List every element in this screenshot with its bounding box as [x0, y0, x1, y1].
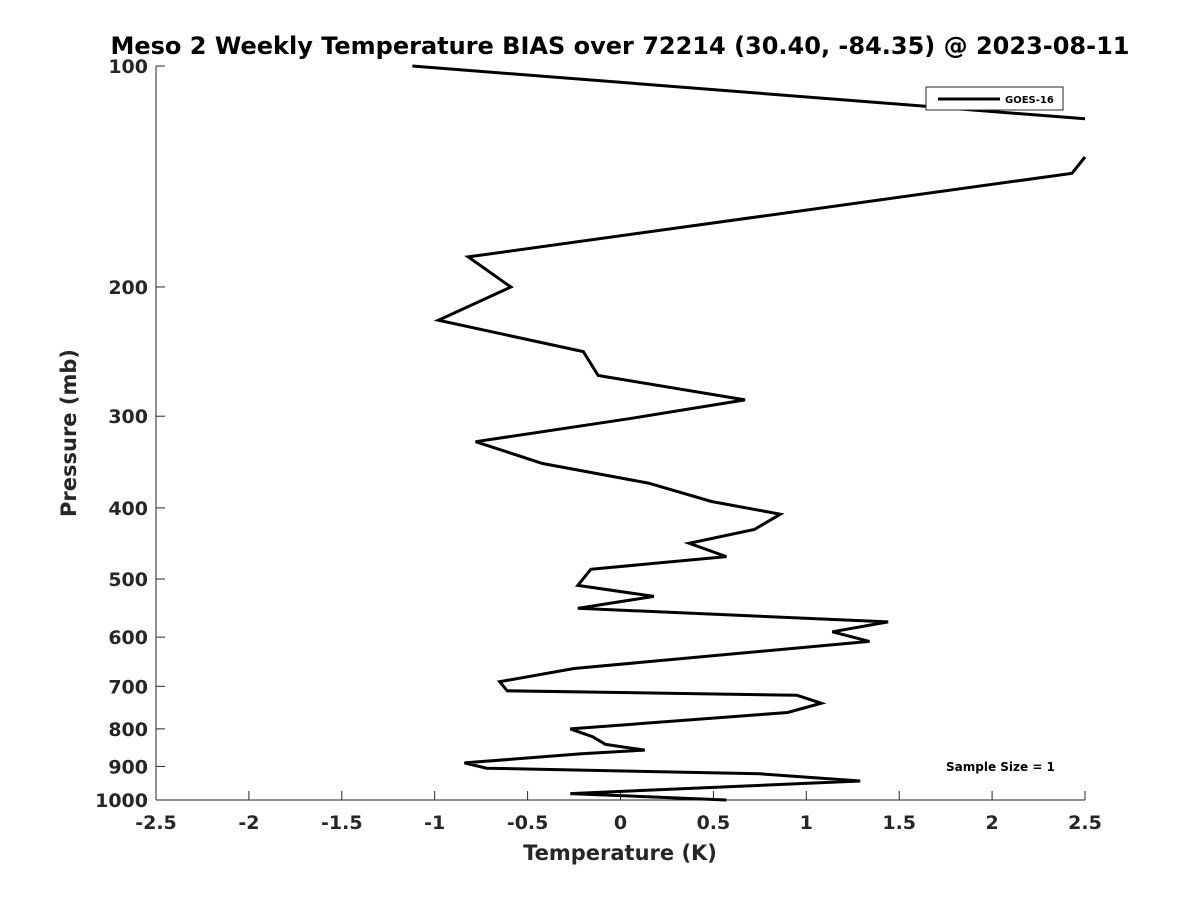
y-tick-label: 300 — [108, 406, 148, 428]
x-tick-label: -0.5 — [507, 812, 549, 834]
x-tick-label: -1.5 — [321, 812, 363, 834]
x-tick-label: 2 — [985, 812, 998, 834]
y-tick-label: 700 — [108, 676, 148, 698]
x-tick-label: 1 — [800, 812, 813, 834]
sample-size-annotation: Sample Size = 1 — [946, 760, 1055, 774]
x-tick-label: 2.5 — [1068, 812, 1102, 834]
y-tick-label: 500 — [108, 569, 148, 591]
x-tick-label: 0 — [614, 812, 627, 834]
x-ticks: -2.5 -2 -1.5 -1 -0.5 0 0.5 1 1.5 2 2.5 — [135, 791, 1102, 834]
x-tick-label: 0.5 — [697, 812, 731, 834]
y-ticks: 100 200 300 400 500 600 700 800 900 1000 — [95, 56, 165, 812]
x-tick-label: 1.5 — [882, 812, 916, 834]
y-tick-label: 600 — [108, 627, 148, 649]
legend: GOES-16 — [925, 86, 1064, 111]
plot-area — [155, 66, 1085, 801]
y-tick-label: 800 — [108, 719, 148, 741]
x-tick-label: -2.5 — [135, 812, 177, 834]
y-tick-label: 900 — [108, 756, 148, 778]
y-tick-label: 100 — [108, 56, 148, 78]
x-tick-label: -2 — [238, 812, 259, 834]
x-tick-label: -1 — [424, 812, 445, 834]
y-tick-label: 1000 — [95, 790, 148, 812]
chart-title: Meso 2 Weekly Temperature BIAS over 7221… — [110, 32, 1129, 60]
y-tick-label: 200 — [108, 277, 148, 299]
legend-label-goes-16: GOES-16 — [1005, 95, 1054, 106]
y-tick-label: 400 — [108, 498, 148, 520]
y-axis-label: Pressure (mb) — [57, 349, 81, 517]
series-line-goes-16-segment-2 — [433, 155, 1087, 802]
x-axis-label: Temperature (K) — [523, 841, 717, 865]
series-group — [412, 64, 1087, 802]
